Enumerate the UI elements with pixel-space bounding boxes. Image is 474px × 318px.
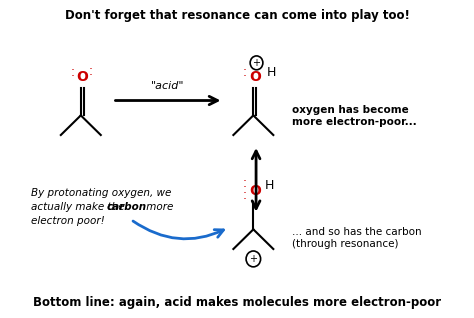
Text: ·: ·	[243, 64, 247, 77]
Text: ·: ·	[243, 181, 247, 194]
Text: carbon: carbon	[106, 202, 146, 211]
Text: electron poor!: electron poor!	[31, 216, 105, 225]
Text: H: H	[264, 179, 274, 192]
Text: ·: ·	[243, 175, 247, 188]
Text: more: more	[143, 202, 173, 211]
Text: +: +	[253, 58, 261, 68]
Text: ·: ·	[243, 193, 247, 206]
Text: By protonating oxygen, we: By protonating oxygen, we	[31, 188, 171, 198]
Text: O: O	[76, 70, 88, 84]
Text: "acid": "acid"	[151, 80, 185, 91]
Text: ·: ·	[70, 64, 74, 77]
Text: O: O	[249, 184, 261, 198]
Text: Don't forget that resonance can come into play too!: Don't forget that resonance can come int…	[64, 9, 410, 22]
Text: oxygen has become
more electron-poor...: oxygen has become more electron-poor...	[292, 106, 417, 127]
Text: H: H	[266, 66, 276, 79]
Text: ·: ·	[88, 69, 92, 82]
Text: ·: ·	[88, 63, 92, 76]
Text: ... and so has the carbon
(through resonance): ... and so has the carbon (through reson…	[292, 227, 422, 249]
Text: ·: ·	[243, 70, 247, 83]
Text: +: +	[249, 254, 257, 264]
Text: ·: ·	[243, 187, 247, 200]
Text: ·: ·	[70, 70, 74, 83]
Text: Bottom line: again, acid makes molecules more electron-poor: Bottom line: again, acid makes molecules…	[33, 296, 441, 309]
Text: O: O	[249, 70, 261, 84]
Text: actually make the: actually make the	[31, 202, 128, 211]
